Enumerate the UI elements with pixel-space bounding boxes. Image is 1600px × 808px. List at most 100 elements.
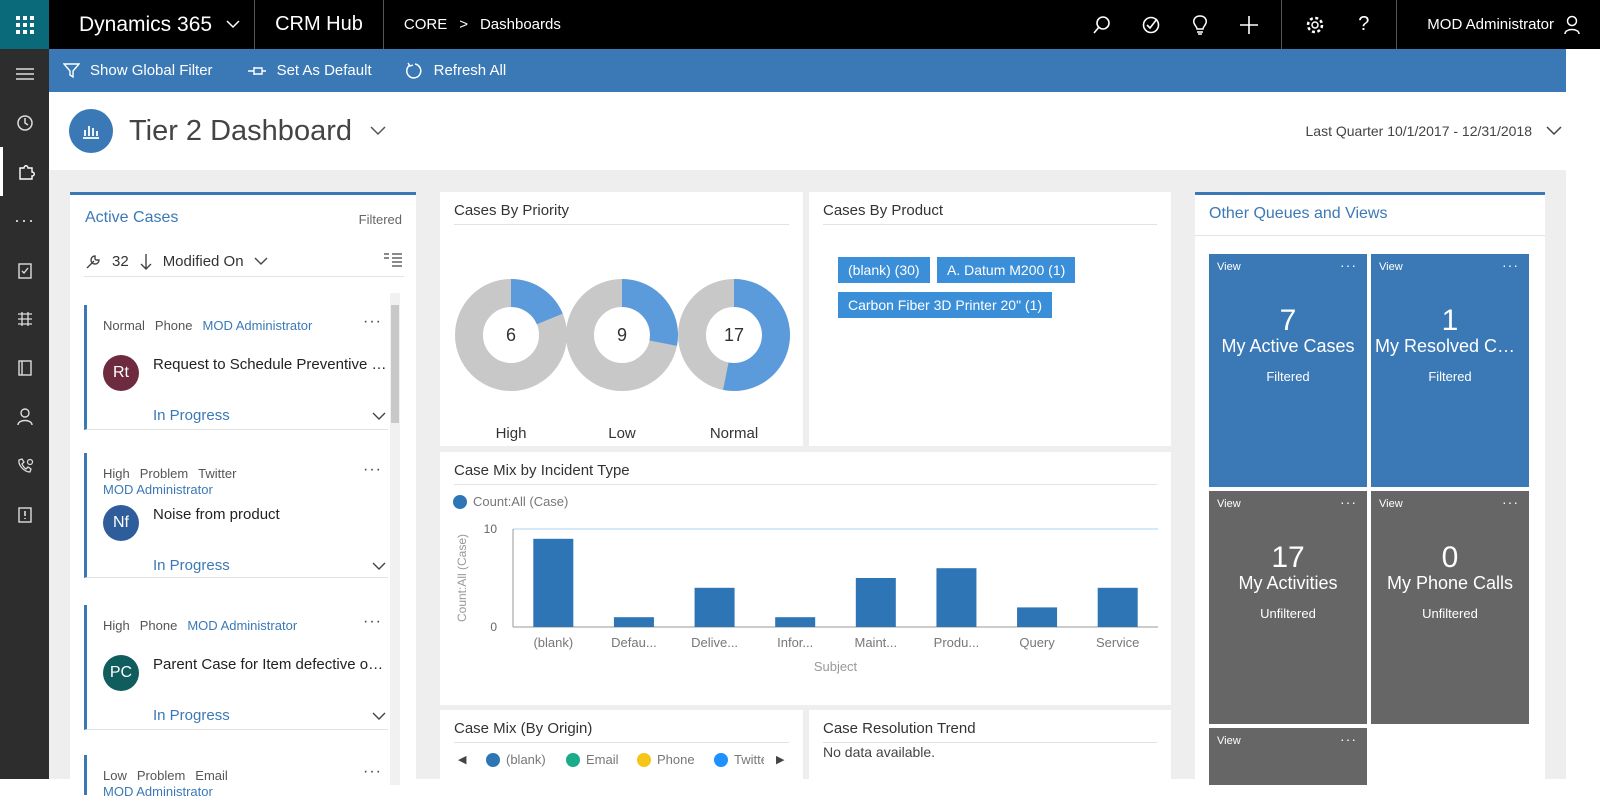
tile-my-resolved-cases[interactable]: View ··· 1 My Resolved Cases Filtered [1371,254,1529,487]
donut-high[interactable]: 6 High [455,279,567,442]
case-status: In Progress [153,707,230,724]
settings-button[interactable] [1290,0,1339,49]
phone-gear-icon [17,457,33,473]
date-range-chevron-icon[interactable] [1546,126,1562,136]
bar[interactable] [694,587,735,627]
nav-more[interactable]: ··· [0,196,49,245]
case-mix-incident-chart[interactable]: 10 0 Count:All (Case) (blank) Defau... Delive… [440,452,1171,705]
case-more-button[interactable]: ··· [363,313,382,330]
nav-dashboards[interactable] [0,147,49,196]
nav-queues[interactable] [0,294,49,343]
app-launcher-button[interactable] [0,0,49,49]
bar[interactable] [775,617,816,627]
expand-chevron-icon[interactable] [372,712,386,721]
active-cases-sort-field[interactable]: Modified On [162,253,244,270]
active-cases-scrollbar[interactable] [390,293,400,785]
sitemap-toggle-button[interactable] [0,49,49,98]
search-icon [1093,15,1110,34]
legend-dot [486,752,500,767]
product-tag[interactable]: (blank) (30) [838,257,930,283]
case-owner-link[interactable]: MOD Administrator [187,618,298,633]
nav-contacts[interactable] [0,392,49,441]
donut-slice[interactable] [511,279,563,325]
product-tag[interactable]: A. Datum M200 (1) [937,257,1076,283]
case-item[interactable]: Low Problem Email MOD Administrator ··· [84,755,388,799]
help-icon: ? [1358,13,1370,35]
donut-low[interactable]: 9 Low [566,279,678,442]
donut-slice[interactable] [723,279,790,391]
tile-name: My Resolved Cases [1375,336,1525,356]
case-item[interactable]: Normal Phone MOD Administrator ··· Rt Requ… [84,305,389,430]
legend-item[interactable]: Email [566,752,619,767]
case-item[interactable]: High Phone MOD Administrator ··· PC Parent… [84,605,389,730]
cases-by-priority-chart[interactable]: 6 High 9 Low 17 Normal [440,192,803,446]
case-title[interactable]: Noise from product [153,506,280,523]
breadcrumb-current[interactable]: Dashboards [479,16,561,33]
tile-my-activities[interactable]: View ··· 17 My Activities Unfiltered [1209,491,1367,724]
breadcrumb-root[interactable]: CORE [403,16,448,33]
set-as-default-button[interactable]: Set As Default [233,62,386,79]
legend-item[interactable]: Phone [637,752,695,767]
case-more-button[interactable]: ··· [363,461,382,478]
case-title[interactable]: Request to Schedule Preventive Maintenan… [153,356,389,373]
case-more-button[interactable]: ··· [363,763,382,780]
legend-next-button[interactable]: ▶ [776,754,785,766]
dashboard-selector-chevron-icon[interactable] [370,126,386,136]
tile-view[interactable]: View ··· [1209,728,1367,785]
show-global-filter-button[interactable]: Show Global Filter [49,62,227,79]
case-more-button[interactable]: ··· [363,613,382,630]
bar[interactable] [1097,587,1138,627]
case-owner-link[interactable]: MOD Administrator [103,482,213,497]
tile-my-phone-calls[interactable]: View ··· 0 My Phone Calls Unfiltered [1371,491,1529,724]
chart-legend[interactable]: Count:All (Case) [453,494,568,509]
product-tag[interactable]: Carbon Fiber 3D Printer 20" (1) [838,292,1053,318]
bar[interactable] [855,578,896,627]
ideas-button[interactable] [1175,0,1224,49]
date-range-label[interactable]: Last Quarter 10/1/2017 - 12/31/2018 [1305,123,1533,139]
case-mix-origin-title: Case Mix (By Origin) [454,720,593,737]
active-cases-title[interactable]: Active Cases [85,209,179,226]
case-priority: Normal [103,318,145,333]
tile-more-button[interactable]: ··· [1502,257,1519,273]
dashboard-title[interactable]: Tier 2 Dashboard [129,114,352,147]
nav-activities[interactable] [0,245,49,294]
user-menu[interactable]: MOD Administrator [1405,0,1600,49]
bar[interactable] [936,568,977,627]
brand-menu[interactable]: Dynamics 365 [49,0,256,49]
nav-recent[interactable] [0,98,49,147]
tile-my-active-cases[interactable]: View ··· 7 My Active Cases Filtered [1209,254,1367,487]
history-icon [16,114,33,131]
help-button[interactable]: ? [1339,0,1388,49]
scrollbar-thumb[interactable] [391,305,399,423]
donut-normal[interactable]: 17 Normal [678,279,790,442]
task-button[interactable] [1126,0,1175,49]
new-record-button[interactable] [1224,0,1273,49]
chevron-down-icon[interactable] [254,257,268,266]
donut-slice[interactable] [622,279,678,346]
case-title[interactable]: Parent Case for Item defective on delive… [153,656,389,673]
tile-more-button[interactable]: ··· [1340,731,1357,747]
legend-item[interactable]: Twitte [714,752,764,767]
tile-more-button[interactable]: ··· [1502,494,1519,510]
bar[interactable] [1017,607,1058,627]
case-item[interactable]: High Problem Twitter MOD Administrator ···… [84,453,388,578]
case-owner-link[interactable]: MOD Administrator [202,318,313,333]
tile-more-button[interactable]: ··· [1340,494,1357,510]
app-name[interactable]: CRM Hub [255,0,384,49]
legend-item[interactable]: (blank) [486,752,546,767]
tile-more-button[interactable]: ··· [1340,257,1357,273]
expand-chevron-icon[interactable] [372,562,386,571]
nav-cases[interactable] [0,490,49,539]
bar[interactable] [533,538,574,627]
nav-knowledge[interactable] [0,343,49,392]
legend-prev-button[interactable]: ◀ [458,754,467,766]
expand-chevron-icon[interactable] [372,412,386,421]
sort-arrow-down-icon[interactable] [139,253,153,271]
list-view-icon[interactable] [384,253,402,267]
search-button[interactable] [1077,0,1126,49]
nav-phone-calls[interactable] [0,441,49,490]
refresh-all-button[interactable]: Refresh All [392,62,521,80]
case-origin: Twitter [198,466,237,481]
case-owner-link[interactable]: MOD Administrator [103,784,213,799]
bar[interactable] [613,617,654,627]
